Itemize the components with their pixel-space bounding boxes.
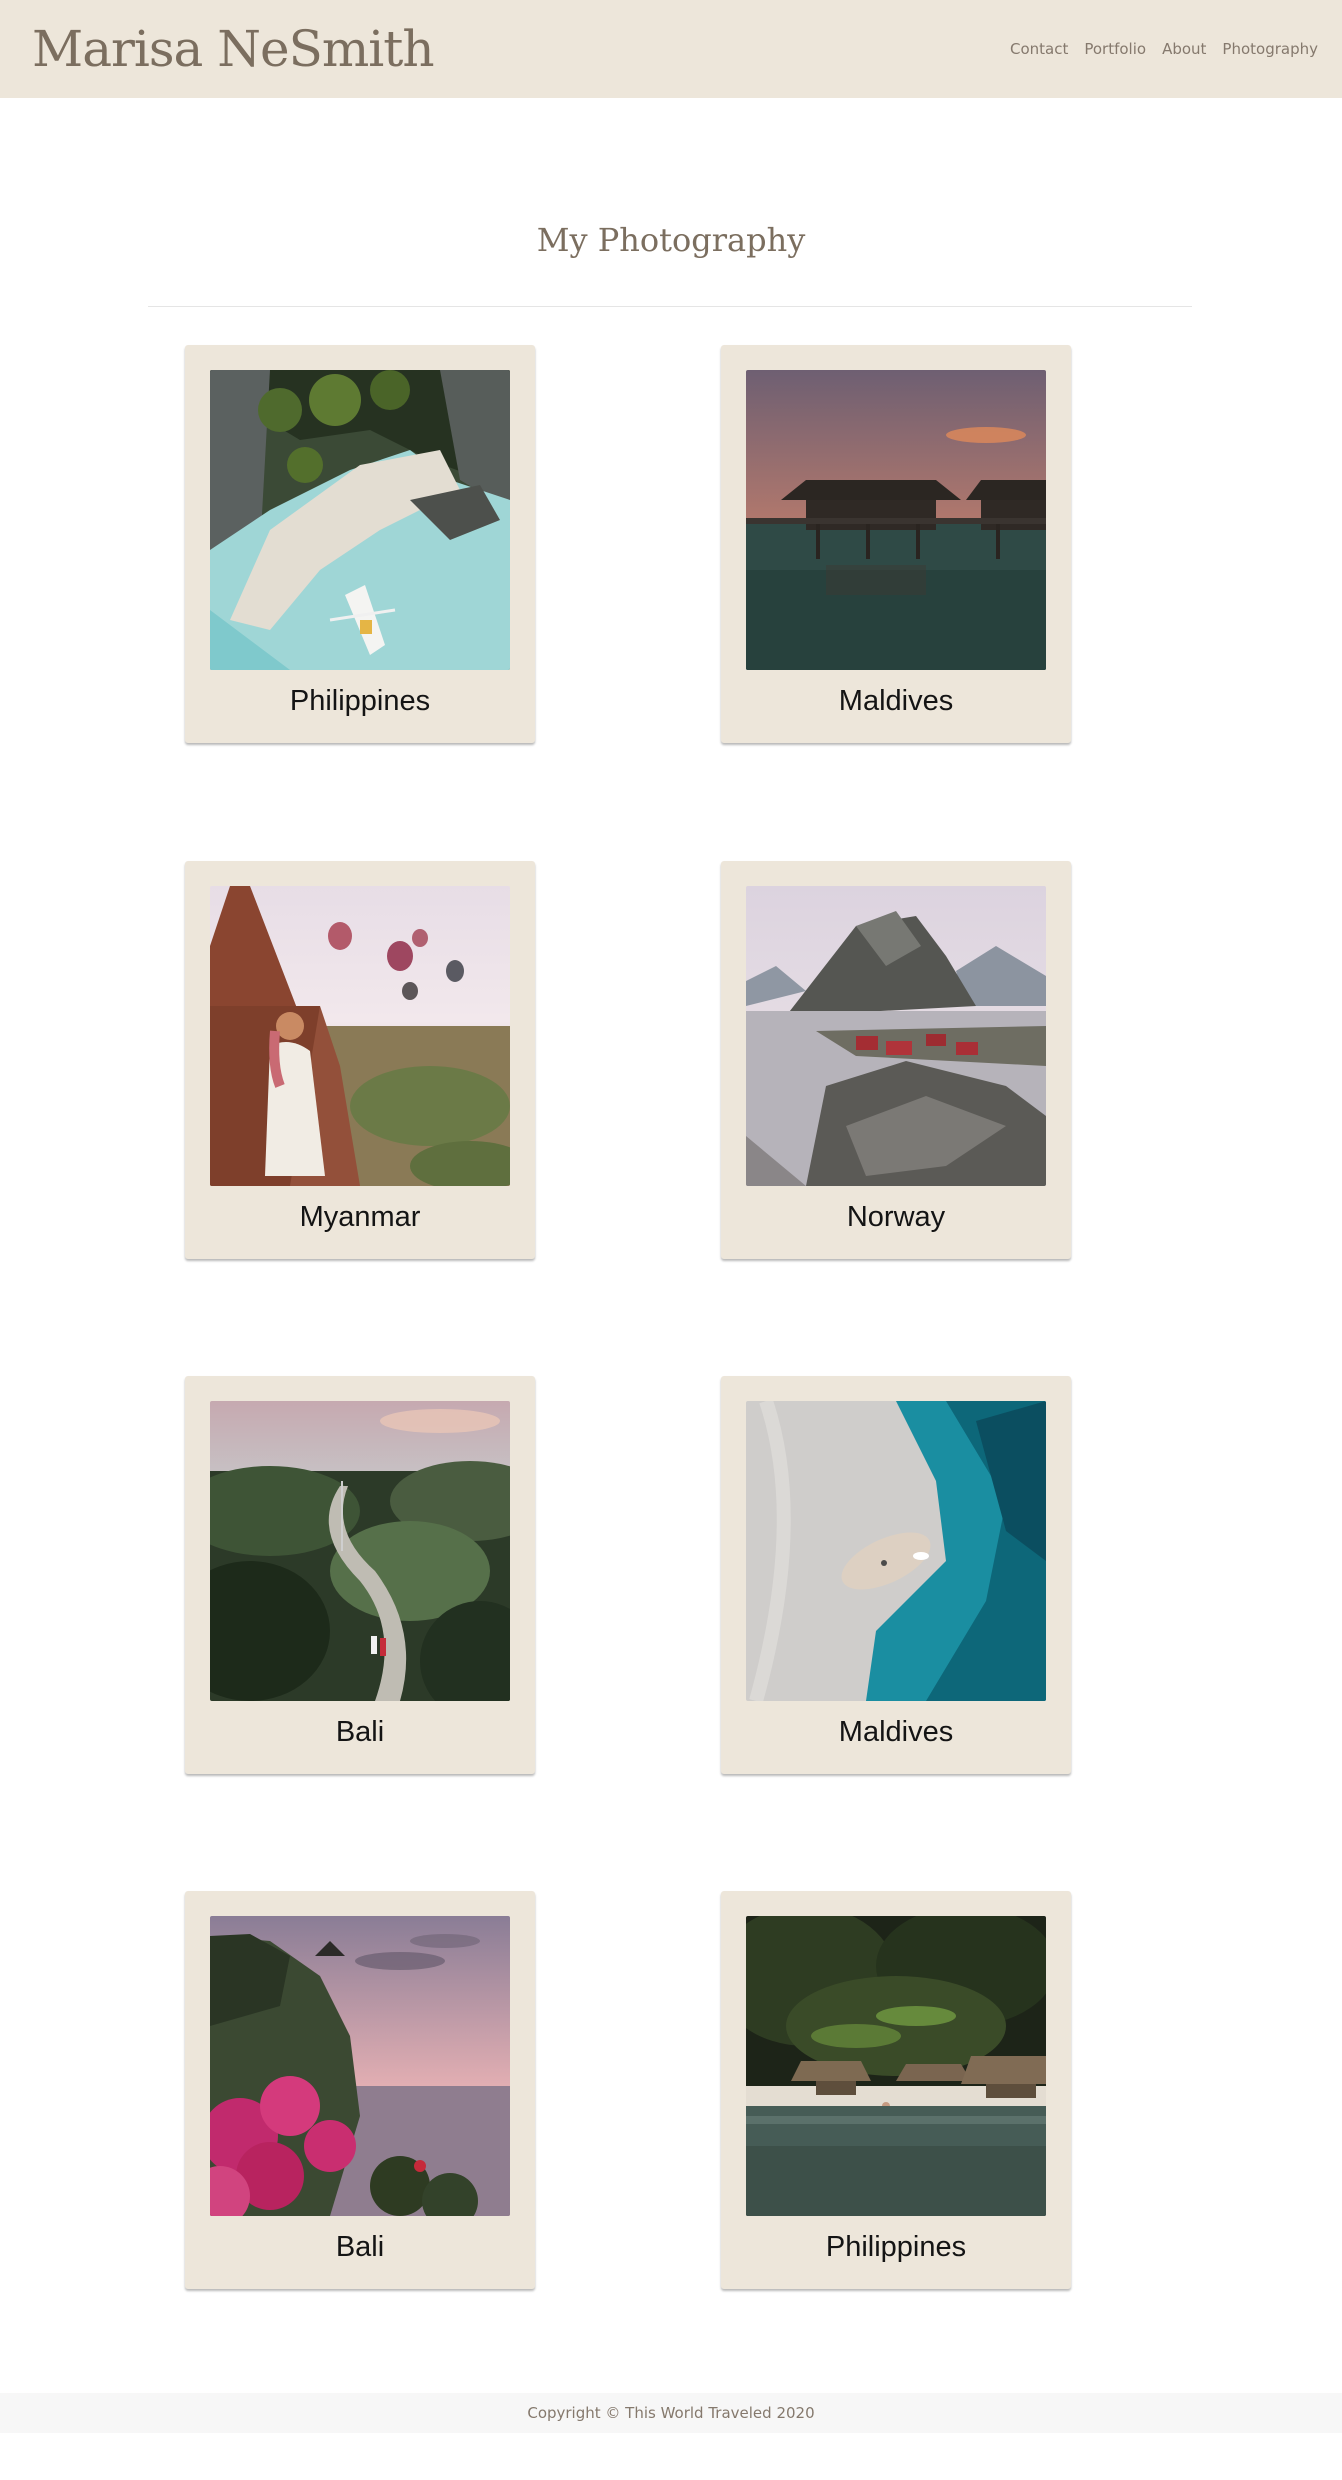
gallery-photo[interactable] — [210, 886, 510, 1186]
gallery-photo[interactable] — [210, 370, 510, 670]
photo-caption: Bali — [335, 2231, 385, 2263]
photo-caption: Myanmar — [299, 1201, 421, 1233]
site-header: Marisa NeSmith Contact Portfolio About P… — [0, 0, 1342, 98]
photo-caption: Philippines — [289, 685, 431, 717]
top-nav: Contact Portfolio About Photography — [1010, 38, 1318, 60]
gallery-card[interactable]: Maldives — [721, 345, 1071, 743]
photo-caption: Bali — [335, 1716, 385, 1748]
photo-caption: Maldives — [838, 685, 954, 717]
gallery-card[interactable]: Maldives — [721, 1376, 1071, 1774]
gallery-card[interactable]: Bali — [185, 1376, 535, 1774]
gallery-photo[interactable] — [746, 1401, 1046, 1701]
gallery-photo[interactable] — [210, 1401, 510, 1701]
nav-link-portfolio[interactable]: Portfolio — [1084, 40, 1147, 58]
gallery-photo[interactable] — [210, 1916, 510, 2216]
gallery-card[interactable]: Myanmar — [185, 861, 535, 1259]
gallery-card[interactable]: Bali — [185, 1891, 535, 2289]
photo-caption: Maldives — [838, 1716, 954, 1748]
nav-link-photography[interactable]: Photography — [1222, 40, 1318, 58]
site-footer: Copyright © This World Traveled 2020 — [0, 2393, 1342, 2433]
gallery-card[interactable]: Philippines — [721, 1891, 1071, 2289]
gallery-photo[interactable] — [746, 886, 1046, 1186]
gallery-photo[interactable] — [746, 370, 1046, 670]
site-title[interactable]: Marisa NeSmith — [32, 20, 435, 78]
gallery-card[interactable]: Philippines — [185, 345, 535, 743]
nav-link-about[interactable]: About — [1162, 40, 1207, 58]
nav-link-contact[interactable]: Contact — [1009, 40, 1069, 58]
page-title: My Photography — [536, 221, 806, 259]
title-divider — [148, 306, 1192, 307]
gallery-photo[interactable] — [746, 1916, 1046, 2216]
copyright-text: Copyright © This World Traveled 2020 — [527, 2404, 815, 2422]
photo-caption: Philippines — [825, 2231, 967, 2263]
photo-caption: Norway — [846, 1201, 946, 1233]
gallery-card[interactable]: Norway — [721, 861, 1071, 1259]
